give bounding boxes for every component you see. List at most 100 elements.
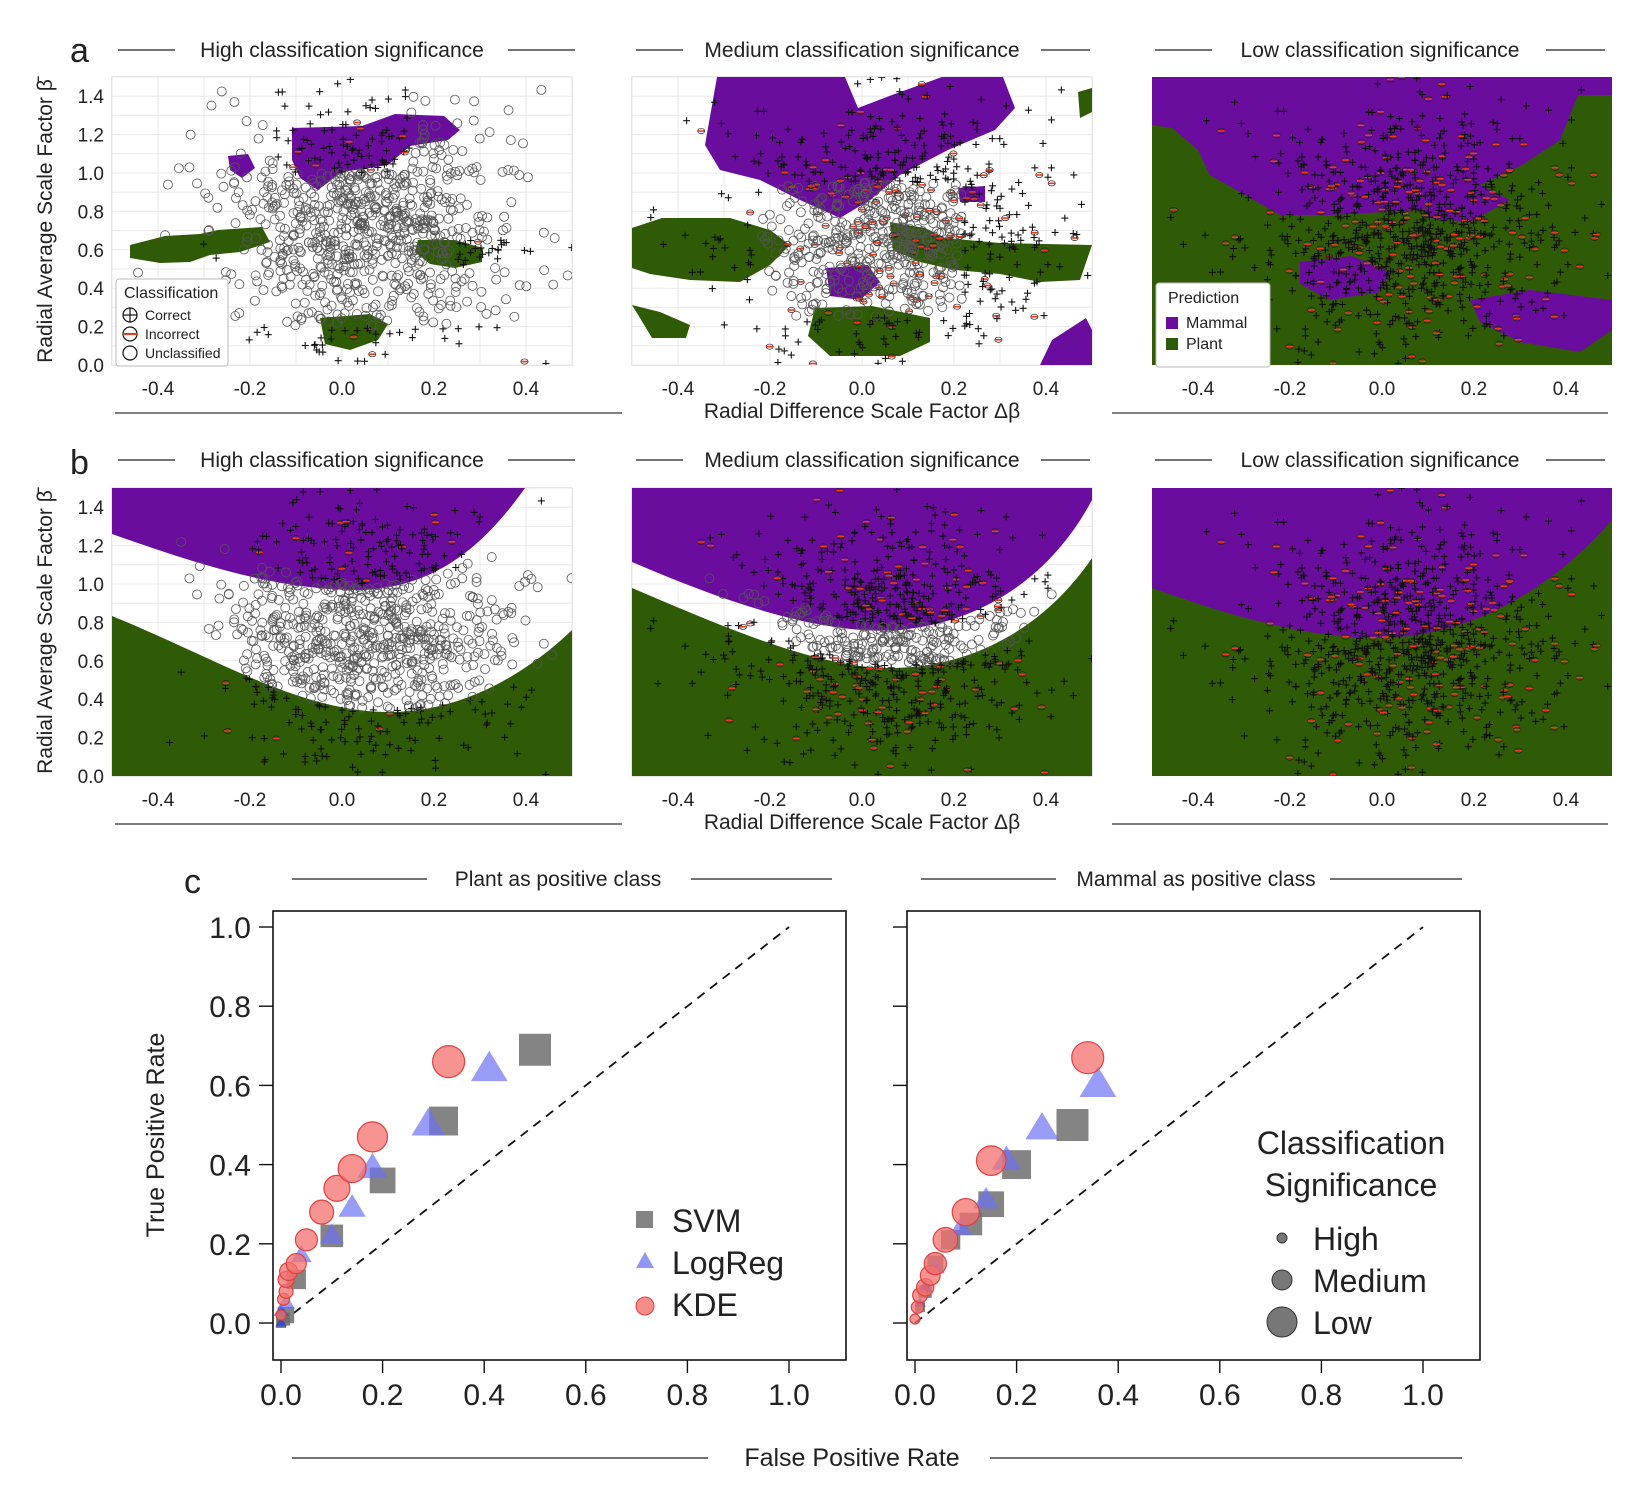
correct-point (949, 324, 957, 332)
unclassified-point (240, 663, 251, 674)
correct-point (1018, 190, 1026, 198)
correct-point (1493, 582, 1501, 590)
correct-point (1386, 207, 1394, 215)
correct-point (1571, 639, 1579, 647)
unclassified-point (281, 245, 292, 256)
correct-point (848, 126, 856, 134)
correct-point (993, 315, 1001, 323)
correct-point (916, 719, 924, 727)
correct-point (401, 86, 409, 94)
correct-point (1323, 318, 1331, 326)
correct-point (1481, 609, 1489, 617)
unclassified-point (318, 602, 329, 613)
correct-point (1294, 359, 1302, 365)
unclassified-point (378, 682, 389, 693)
incorrect-point (311, 162, 320, 169)
unclassified-point (503, 165, 514, 175)
correct-point (911, 141, 919, 149)
incorrect-point (1393, 239, 1402, 246)
correct-point (307, 140, 315, 148)
unclassified-point (357, 702, 368, 713)
unclassified-point (448, 680, 459, 691)
unclassified-point (428, 295, 439, 306)
unclassified-point (804, 306, 815, 317)
correct-point (1440, 210, 1448, 218)
incorrect-point (1357, 139, 1366, 145)
correct-point (720, 651, 728, 659)
correct-point (1369, 197, 1377, 205)
correct-point (893, 573, 901, 581)
correct-point (778, 153, 786, 161)
unclassified-point (414, 700, 425, 711)
correct-point (874, 607, 882, 615)
correct-point (372, 741, 380, 749)
unclassified-point (403, 245, 414, 256)
correct-point (879, 714, 887, 722)
incorrect-point (886, 763, 895, 769)
incorrect-point (862, 518, 871, 525)
correct-point (1463, 193, 1471, 201)
unclassified-point (290, 218, 301, 229)
unclassified-point (300, 205, 311, 216)
correct-point (1318, 136, 1326, 144)
unclassified-point (852, 309, 863, 320)
correct-point (831, 508, 839, 516)
unclassified-point (367, 210, 378, 221)
correct-point (1342, 285, 1350, 293)
unclassified-point (255, 625, 266, 636)
correct-point (908, 699, 916, 707)
correct-point (1461, 278, 1469, 286)
correct-point (1386, 256, 1394, 264)
unclassified-point (450, 577, 461, 588)
unclassified-point (853, 227, 863, 238)
unclassified-point (311, 583, 322, 594)
unclassified-point (938, 219, 949, 230)
correct-point (513, 750, 521, 758)
correct-point (1446, 233, 1454, 241)
correct-point (494, 255, 502, 263)
correct-point (1044, 571, 1052, 579)
unclassified-point (858, 630, 869, 640)
correct-point (1318, 197, 1326, 205)
unclassified-point (824, 635, 835, 646)
correct-point (1415, 192, 1423, 200)
correct-point (428, 563, 436, 571)
unclassified-point (287, 652, 297, 662)
unclassified-point (373, 697, 383, 708)
unclassified-point (943, 634, 954, 644)
correct-point (1516, 135, 1524, 143)
correct-point (371, 515, 379, 523)
unclassified-point (451, 281, 462, 292)
incorrect-point (1590, 646, 1599, 652)
correct-point (337, 734, 345, 742)
correct-point (1295, 345, 1303, 353)
incorrect-point (1333, 326, 1342, 333)
unclassified-point (325, 241, 335, 252)
correct-point (866, 125, 874, 133)
correct-point (1231, 509, 1239, 517)
correct-point (937, 661, 945, 669)
correct-point (964, 165, 972, 173)
incorrect-point (727, 685, 736, 692)
correct-point (1238, 190, 1246, 198)
incorrect-point (891, 676, 900, 683)
correct-point (1470, 580, 1478, 588)
correct-point (1069, 230, 1077, 238)
correct-point (853, 674, 861, 682)
unclassified-point (900, 226, 911, 236)
correct-point (893, 600, 901, 608)
correct-point (809, 168, 817, 176)
correct-point (804, 657, 812, 665)
unclassified-point (539, 265, 550, 276)
correct-point (993, 290, 1001, 298)
unclassified-point (764, 266, 775, 277)
unclassified-point (386, 248, 397, 259)
unclassified-point (290, 672, 300, 683)
unclassified-point (422, 603, 433, 613)
correct-point (418, 529, 426, 537)
correct-point (1366, 697, 1374, 705)
correct-point (1459, 121, 1467, 129)
unclassified-point (385, 241, 396, 251)
correct-point (1424, 208, 1432, 216)
unclassified-point (301, 607, 312, 618)
